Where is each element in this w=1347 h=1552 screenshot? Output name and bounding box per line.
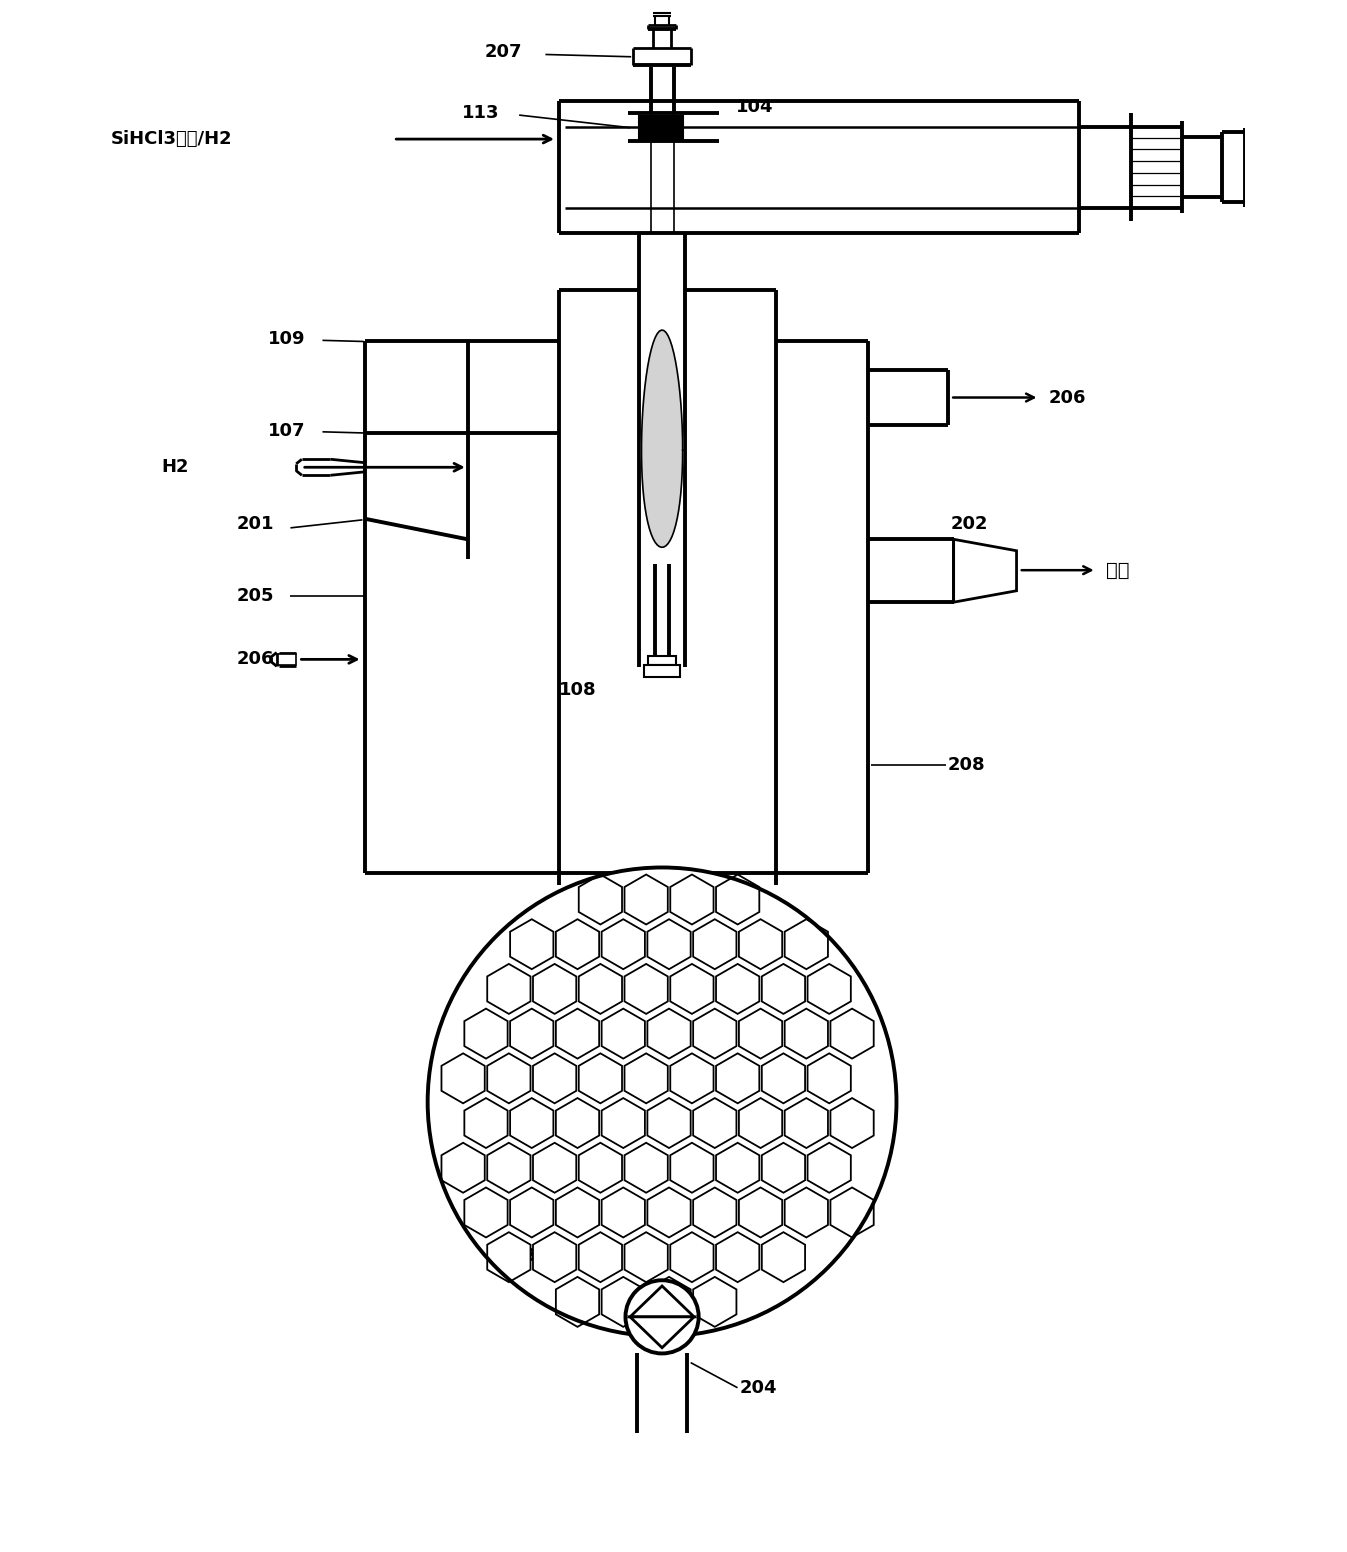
- Text: 107: 107: [268, 422, 304, 439]
- Text: SiHCl3蕌汽/H2: SiHCl3蕌汽/H2: [110, 130, 233, 147]
- Text: 113: 113: [462, 104, 500, 121]
- Polygon shape: [630, 1287, 694, 1316]
- Text: 202: 202: [950, 515, 987, 534]
- Text: 104: 104: [737, 98, 775, 116]
- Text: 208: 208: [948, 756, 986, 773]
- Polygon shape: [641, 331, 683, 548]
- Circle shape: [625, 1280, 699, 1353]
- Text: 203: 203: [500, 1248, 537, 1265]
- Text: 205: 205: [237, 588, 275, 605]
- Bar: [640, 116, 683, 140]
- Text: 废气: 废气: [1106, 560, 1129, 580]
- Bar: [277, 653, 296, 666]
- Bar: [648, 656, 676, 666]
- Text: 204: 204: [740, 1378, 777, 1397]
- Text: 206: 206: [1048, 388, 1086, 407]
- Text: 207: 207: [485, 43, 523, 61]
- Text: 201: 201: [237, 515, 275, 534]
- Text: H2: H2: [162, 458, 189, 476]
- Circle shape: [427, 868, 897, 1336]
- Text: 108: 108: [559, 681, 597, 700]
- Text: 206: 206: [237, 650, 275, 669]
- Polygon shape: [630, 1316, 694, 1347]
- Text: 109: 109: [268, 331, 304, 348]
- Polygon shape: [954, 539, 1017, 602]
- Bar: [644, 666, 680, 677]
